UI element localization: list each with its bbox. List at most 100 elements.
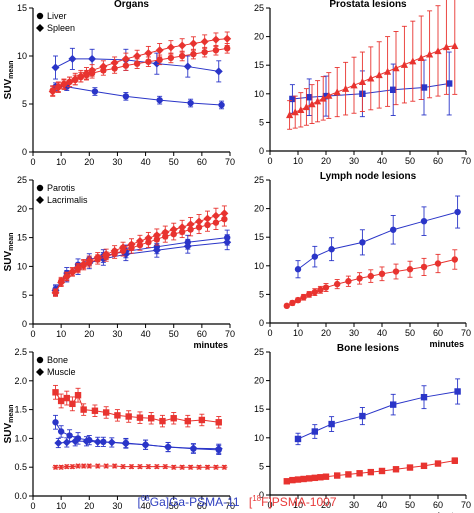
y-tick-label: 2.0 (14, 376, 27, 386)
x-tick-label: 60 (433, 328, 443, 338)
data-point (390, 401, 397, 408)
data-point (289, 299, 296, 307)
data-point (221, 464, 228, 470)
x-axis-label: minutes (193, 340, 228, 350)
data-point (93, 437, 102, 446)
data-point (291, 108, 299, 116)
data-point (328, 246, 335, 253)
y-tick-label: 25 (254, 175, 264, 185)
y-tick-label: 10 (17, 51, 27, 61)
y-axis-label: SUVmean (3, 61, 15, 100)
data-point (200, 37, 209, 46)
data-point (302, 103, 310, 111)
data-point (144, 49, 153, 58)
data-point (306, 475, 313, 482)
data-point (169, 225, 178, 234)
data-point (342, 84, 350, 92)
data-point (392, 466, 400, 473)
data-point (186, 220, 195, 229)
x-tick-label: 20 (321, 328, 331, 338)
data-point (179, 464, 186, 470)
data-point (322, 473, 330, 480)
y-axis-label: SUVmean (3, 405, 15, 444)
x-tick-label: 30 (349, 500, 359, 510)
x-tick-label: 10 (56, 501, 66, 511)
data-point (136, 414, 144, 421)
x-tick-label: 0 (30, 157, 35, 167)
x-tick-label: 10 (293, 156, 303, 166)
legend-label: Liver (47, 11, 67, 21)
data-point (322, 92, 330, 100)
legend-label: Spleen (47, 23, 75, 33)
x-tick-label: 0 (30, 329, 35, 339)
x-tick-label: 0 (30, 501, 35, 511)
series-1 (294, 378, 461, 446)
x-tick-label: 30 (112, 501, 122, 511)
data-point (94, 463, 101, 469)
data-point (311, 474, 318, 482)
data-point (211, 35, 220, 44)
data-point (141, 440, 150, 449)
data-point (311, 253, 318, 260)
data-point (434, 260, 442, 267)
x-tick-label: 50 (405, 328, 415, 338)
y-tick-label: 0 (259, 490, 264, 500)
data-point (156, 56, 163, 64)
series-3 (52, 211, 228, 297)
data-point (136, 463, 143, 470)
data-point (311, 428, 318, 435)
series-2 (286, 0, 459, 130)
legend-marker (36, 12, 44, 20)
x-tick-label: 10 (293, 500, 303, 510)
y-tick-label: 20 (254, 32, 264, 42)
data-point (334, 280, 341, 288)
data-point (107, 438, 116, 447)
y-tick-label: 15 (254, 404, 264, 414)
x-tick-label: 10 (56, 157, 66, 167)
data-point (345, 471, 352, 478)
chart-title: Lymph node lesions (320, 171, 417, 182)
data-point (152, 246, 161, 255)
data-point (451, 41, 459, 49)
data-point (446, 80, 453, 87)
ga-psma-text: Ga]Ga-PSMA-11 (149, 495, 240, 509)
data-point (80, 463, 87, 469)
x-tick-label: 60 (197, 157, 207, 167)
x-tick-label: 10 (293, 328, 303, 338)
data-point (99, 62, 108, 71)
x-tick-label: 60 (433, 500, 443, 510)
x-tick-label: 60 (433, 156, 443, 166)
y-tick-label: 0.0 (14, 491, 27, 501)
data-point (300, 294, 307, 301)
data-point (384, 67, 392, 75)
data-point (283, 302, 290, 310)
data-point (306, 291, 313, 298)
chart-panel-4: 0 10 20 30 40 50 60 70 0 5 10 15 20 25 Lymph node lesi… (254, 171, 471, 349)
data-point (286, 111, 294, 119)
data-point (322, 284, 330, 291)
data-point (164, 443, 173, 452)
x-tick-label: 0 (267, 156, 272, 166)
chart-panel-6: 0 10 20 30 40 50 60 70 0 5 10 15 20 25 Bone lesions min… (254, 343, 471, 513)
data-point (214, 444, 223, 453)
data-point (317, 286, 324, 294)
data-point (52, 419, 59, 426)
y-tick-label: 10 (17, 261, 27, 271)
data-point (334, 472, 341, 479)
legend-marker (36, 368, 44, 376)
x-tick-label: 30 (349, 328, 359, 338)
x-tick-label: 50 (169, 329, 179, 339)
data-point (52, 464, 59, 470)
chart-title: Prostata lesions (329, 0, 407, 10)
legend-label: Parotis (47, 183, 76, 193)
y-tick-label: 15 (17, 233, 27, 243)
y-tick-label: 1.0 (14, 433, 27, 443)
chart-title: Organs (114, 0, 149, 10)
data-point (289, 95, 296, 103)
data-point (51, 63, 60, 72)
data-point (392, 64, 400, 72)
data-point (195, 217, 204, 226)
data-point (71, 75, 80, 84)
x-tick-label: 60 (197, 501, 207, 511)
legend-marker (36, 196, 44, 204)
